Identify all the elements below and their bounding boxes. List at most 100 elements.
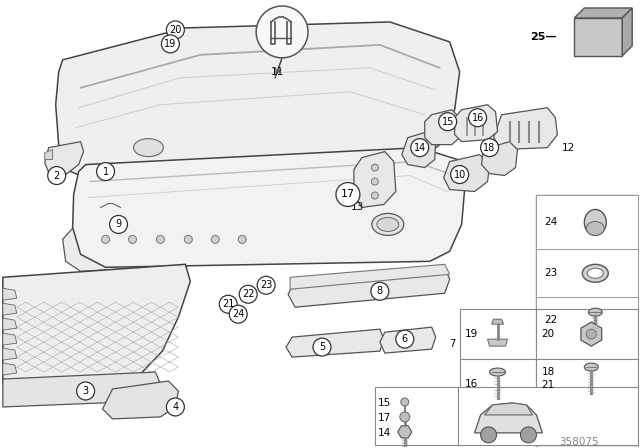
Polygon shape	[581, 322, 602, 346]
Circle shape	[400, 412, 410, 422]
Text: 23: 23	[545, 268, 557, 278]
Circle shape	[313, 338, 331, 356]
Polygon shape	[63, 206, 272, 271]
Polygon shape	[425, 110, 460, 145]
Bar	[536, 297, 638, 343]
Polygon shape	[72, 148, 465, 267]
Text: 16: 16	[465, 379, 478, 389]
Circle shape	[166, 398, 184, 416]
Text: 20: 20	[541, 329, 554, 339]
Text: 12: 12	[561, 142, 575, 153]
Polygon shape	[3, 318, 17, 330]
Circle shape	[102, 235, 109, 243]
Polygon shape	[402, 132, 436, 168]
Polygon shape	[290, 264, 450, 289]
Polygon shape	[444, 155, 490, 191]
Polygon shape	[493, 108, 557, 150]
Circle shape	[371, 178, 378, 185]
Polygon shape	[3, 288, 17, 300]
Bar	[574, 18, 622, 56]
Polygon shape	[102, 381, 179, 419]
Circle shape	[220, 295, 237, 313]
Circle shape	[256, 6, 308, 58]
Polygon shape	[454, 105, 497, 142]
Text: 358075: 358075	[559, 437, 599, 447]
Circle shape	[229, 305, 247, 323]
Polygon shape	[45, 142, 84, 175]
Circle shape	[371, 192, 378, 199]
Text: 14: 14	[413, 142, 426, 153]
Polygon shape	[3, 372, 161, 407]
Polygon shape	[3, 264, 190, 397]
Polygon shape	[45, 150, 52, 159]
Text: 8: 8	[377, 286, 383, 296]
Circle shape	[336, 182, 360, 207]
Circle shape	[129, 235, 136, 243]
Polygon shape	[574, 8, 632, 18]
Text: 22: 22	[242, 289, 255, 299]
Text: 13: 13	[351, 202, 365, 212]
Circle shape	[184, 235, 193, 243]
Circle shape	[520, 427, 536, 443]
Circle shape	[371, 282, 389, 300]
Text: 24: 24	[232, 309, 244, 319]
Ellipse shape	[490, 368, 506, 376]
Bar	[460, 309, 536, 359]
Text: 15: 15	[378, 398, 391, 408]
Text: 24: 24	[545, 217, 557, 228]
Circle shape	[97, 163, 115, 181]
Text: 15: 15	[442, 116, 454, 127]
Bar	[458, 387, 638, 445]
Text: 19: 19	[465, 329, 478, 339]
Ellipse shape	[584, 210, 606, 235]
Bar	[536, 309, 638, 359]
Ellipse shape	[377, 217, 399, 232]
Circle shape	[109, 215, 127, 233]
Bar	[536, 195, 638, 447]
Polygon shape	[3, 333, 17, 345]
Circle shape	[156, 235, 164, 243]
Circle shape	[166, 21, 184, 39]
Circle shape	[481, 138, 499, 157]
Text: 18: 18	[541, 367, 555, 377]
Ellipse shape	[588, 308, 602, 316]
Ellipse shape	[134, 138, 163, 157]
Text: 22: 22	[545, 315, 557, 325]
Polygon shape	[492, 319, 504, 324]
Polygon shape	[286, 329, 384, 357]
Text: 1: 1	[102, 167, 109, 177]
Polygon shape	[481, 142, 518, 176]
Text: 17: 17	[341, 190, 355, 199]
Polygon shape	[484, 403, 532, 415]
Text: 4: 4	[172, 402, 179, 412]
Polygon shape	[380, 327, 436, 353]
Polygon shape	[3, 303, 17, 315]
Circle shape	[411, 138, 429, 157]
Circle shape	[396, 330, 413, 348]
Circle shape	[481, 427, 497, 443]
Polygon shape	[488, 339, 508, 346]
Polygon shape	[3, 363, 17, 375]
Ellipse shape	[588, 268, 604, 278]
Text: 16: 16	[472, 113, 484, 123]
Text: 2: 2	[54, 171, 60, 181]
Polygon shape	[3, 348, 17, 360]
Text: 6: 6	[402, 334, 408, 344]
Circle shape	[586, 329, 596, 339]
Text: 10: 10	[454, 169, 466, 180]
Circle shape	[211, 235, 220, 243]
Text: 19: 19	[164, 39, 177, 49]
Bar	[375, 387, 460, 445]
Polygon shape	[288, 267, 450, 307]
Ellipse shape	[582, 264, 608, 282]
Circle shape	[238, 235, 246, 243]
Text: 9: 9	[115, 220, 122, 229]
Circle shape	[161, 35, 179, 53]
Bar	[536, 195, 638, 250]
Polygon shape	[56, 22, 460, 185]
Text: 3: 3	[83, 386, 89, 396]
Text: 21: 21	[541, 380, 555, 390]
Text: 11: 11	[271, 67, 284, 77]
Circle shape	[239, 285, 257, 303]
Bar	[536, 359, 638, 409]
